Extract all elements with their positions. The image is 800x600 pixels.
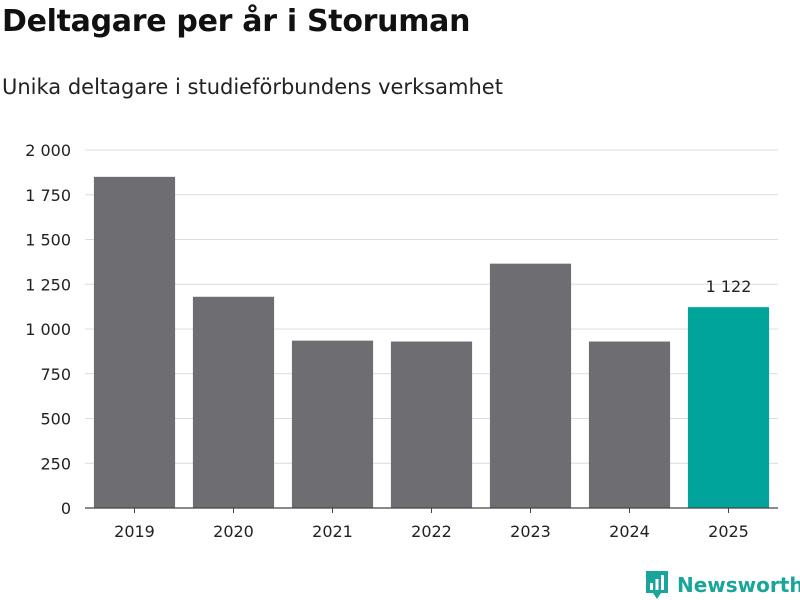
x-tick-label: 2024 (609, 522, 650, 541)
data-labels: 1 122 (706, 277, 752, 296)
chart-title: Deltagare per år i Storuman (2, 4, 471, 39)
bar-2021 (291, 340, 374, 508)
bar-2024 (588, 341, 671, 508)
y-tick-label: 250 (40, 454, 71, 473)
x-tick-label: 2019 (114, 522, 155, 541)
y-tick-label: 1 500 (25, 231, 71, 250)
x-tick-label: 2022 (411, 522, 452, 541)
y-tick-label: 1 250 (25, 275, 71, 294)
newsworthy-logo: Newsworthy (645, 570, 800, 600)
x-tick-label: 2025 (708, 522, 749, 541)
data-label-2025: 1 122 (706, 277, 752, 296)
bar-2025 (687, 307, 770, 508)
bar-2022 (390, 341, 473, 508)
y-axis-ticks: 0 250 500 750 1 000 1 250 1 500 1 750 2 000 (25, 141, 71, 518)
bar-2020 (192, 296, 275, 508)
y-tick-label: 1 750 (25, 186, 71, 205)
bar-2019 (93, 176, 176, 508)
bar-2023 (489, 263, 572, 508)
y-tick-label: 1 000 (25, 320, 71, 339)
y-tick-label: 750 (40, 365, 71, 384)
y-tick-label: 2 000 (25, 141, 71, 160)
bars (93, 176, 770, 508)
y-tick-label: 0 (61, 499, 71, 518)
chart-subtitle: Unika deltagare i studieförbundens verks… (2, 75, 503, 99)
x-tick-label: 2020 (213, 522, 254, 541)
newsworthy-logo-icon (646, 571, 668, 599)
x-tick-label: 2021 (312, 522, 353, 541)
y-tick-label: 500 (40, 410, 71, 429)
x-tick-label: 2023 (510, 522, 551, 541)
x-axis-ticks: 2019 2020 2021 2022 2023 2024 2025 (114, 508, 749, 541)
brand-name: Newsworthy (677, 573, 800, 597)
